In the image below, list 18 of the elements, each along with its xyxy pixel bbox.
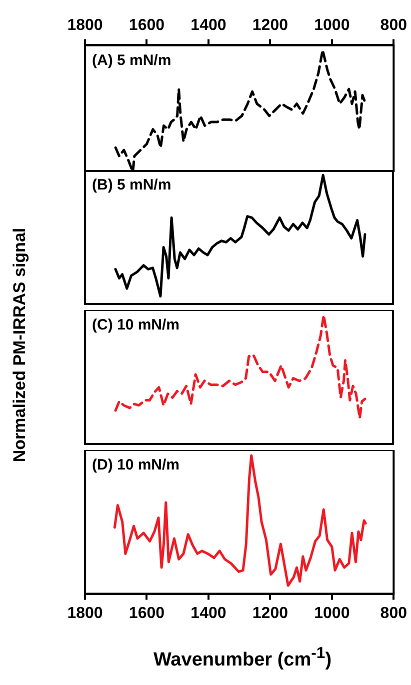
y-axis-title: Normalized PM-IRRAS signal xyxy=(10,226,30,464)
x-tick-label: 1800 xyxy=(67,604,103,622)
x-tick-label: 800 xyxy=(380,17,408,34)
x-tick-label: 1800 xyxy=(67,17,103,34)
x-tick-label: 1400 xyxy=(190,17,226,34)
x-tick-label: 800 xyxy=(380,604,408,622)
x-tick-label: 1200 xyxy=(252,604,288,622)
x-tick-label: 1600 xyxy=(128,17,165,34)
x-tick-label: 1400 xyxy=(190,604,226,622)
x-axis-title: Wavenumber (cm$^{-1}$) xyxy=(152,645,333,672)
x-tick-label: 1000 xyxy=(314,17,350,34)
annotation: (D) 10 mN/m xyxy=(92,456,180,474)
x-tick-label: 1000 xyxy=(314,604,350,622)
annotation: (B) 5 mN/m xyxy=(92,176,172,194)
x-tick-label: 1600 xyxy=(128,604,165,622)
x-tick-label: 1200 xyxy=(252,17,288,34)
annotation: (A) 5 mN/m xyxy=(92,52,172,69)
annotation: (C) 10 mN/m xyxy=(92,316,180,334)
